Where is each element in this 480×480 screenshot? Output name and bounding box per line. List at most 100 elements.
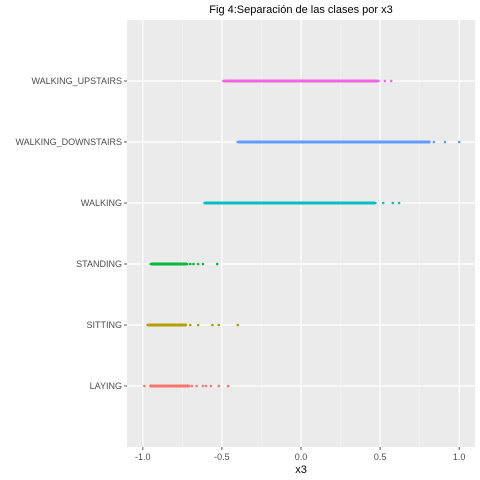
point-standing — [166, 262, 170, 266]
point-walking-downstairs — [426, 140, 429, 144]
x-tick-label: -0.5 — [214, 452, 230, 462]
point-standing — [149, 262, 153, 266]
point-sitting — [176, 323, 179, 327]
point-laying — [226, 384, 230, 388]
x-axis-title: x3 — [295, 464, 307, 476]
point-sitting — [217, 323, 221, 327]
point-sitting — [211, 323, 214, 327]
point-walking-upstairs — [377, 79, 380, 83]
point-sitting — [146, 323, 149, 327]
point-walking-downstairs — [268, 140, 271, 144]
point-walking-upstairs — [347, 79, 350, 83]
point-walking — [283, 201, 287, 205]
point-laying — [209, 384, 213, 388]
point-sitting — [188, 323, 192, 327]
x-tick-label: 0.5 — [374, 452, 387, 462]
x-axis: -1.0 -0.5 0.0 0.5 1.0 — [135, 447, 465, 462]
point-standing — [196, 262, 200, 266]
point-walking — [252, 201, 255, 205]
point-laying — [217, 384, 221, 388]
chart-title: Fig 4:Separación de las clases por x3 — [209, 4, 392, 16]
point-walking — [397, 201, 401, 205]
point-laying — [160, 384, 164, 388]
y-tick-label: WALKING — [81, 198, 122, 208]
point-walking-downstairs — [283, 140, 287, 144]
point-standing — [188, 262, 192, 266]
point-laying — [179, 384, 183, 388]
point-sitting — [160, 323, 164, 327]
point-walking — [220, 201, 224, 205]
point-walking — [381, 201, 385, 205]
y-tick-label: STANDING — [76, 259, 122, 269]
point-laying — [201, 384, 205, 388]
point-walking-upstairs — [222, 79, 225, 83]
point-walking — [299, 201, 303, 205]
point-laying — [154, 384, 157, 388]
x-tick-label: -1.0 — [135, 452, 151, 462]
y-tick-label: WALKING_DOWNSTAIRS — [15, 137, 122, 147]
point-walking-downstairs — [347, 140, 350, 144]
point-walking-upstairs — [299, 79, 303, 83]
x-tick-label: 1.0 — [453, 452, 466, 462]
point-walking-downstairs — [362, 140, 366, 144]
point-standing — [185, 262, 189, 266]
point-walking-downstairs — [410, 140, 414, 144]
point-walking-downstairs — [432, 140, 436, 144]
point-walking-upstairs — [230, 79, 233, 83]
point-walking — [374, 201, 377, 205]
point-walking — [331, 201, 334, 205]
point-walking-upstairs — [389, 79, 393, 83]
point-laying — [185, 384, 189, 388]
point-standing — [160, 262, 164, 266]
point-laying — [149, 384, 153, 388]
point-walking-upstairs — [252, 79, 255, 83]
point-standing — [201, 262, 205, 266]
point-laying — [204, 384, 208, 388]
point-standing — [173, 262, 176, 266]
grid-layer — [127, 20, 475, 447]
points-layer — [143, 79, 461, 388]
point-sitting — [182, 323, 186, 327]
point-walking-downstairs — [443, 140, 447, 144]
point-walking-downstairs — [236, 140, 240, 144]
point-walking-upstairs — [383, 79, 387, 83]
point-walking-upstairs — [331, 79, 334, 83]
point-walking-upstairs — [283, 79, 287, 83]
point-walking-downstairs — [299, 140, 303, 144]
point-walking — [391, 201, 395, 205]
point-walking-downstairs — [331, 140, 334, 144]
point-standing — [192, 262, 195, 266]
point-laying — [190, 384, 194, 388]
point-sitting — [165, 323, 168, 327]
point-walking — [362, 201, 366, 205]
point-sitting — [155, 323, 159, 327]
point-walking — [315, 201, 319, 205]
point-sitting — [196, 323, 200, 327]
point-walking-upstairs — [315, 79, 319, 83]
point-sitting — [151, 323, 154, 327]
point-walking — [268, 201, 271, 205]
point-walking-downstairs — [315, 140, 319, 144]
point-sitting — [236, 323, 240, 327]
x-tick-label: 0.0 — [295, 452, 308, 462]
point-walking-upstairs — [268, 79, 271, 83]
point-standing — [154, 262, 157, 266]
point-laying — [166, 384, 170, 388]
point-sitting — [169, 323, 173, 327]
point-standing — [215, 262, 219, 266]
point-walking-downstairs — [378, 140, 382, 144]
point-standing — [179, 262, 183, 266]
point-laying — [195, 384, 198, 388]
point-walking-downstairs — [457, 140, 461, 144]
point-laying — [173, 384, 176, 388]
y-tick-label: WALKING_UPSTAIRS — [31, 76, 122, 86]
y-axis: LAYING SITTING STANDING WALKING WALKING_DOWN… — [15, 76, 127, 391]
y-tick-label: SITTING — [87, 320, 123, 330]
point-walking — [347, 201, 350, 205]
y-tick-label: LAYING — [90, 381, 122, 391]
point-walking — [236, 201, 240, 205]
point-walking — [203, 201, 206, 205]
point-walking-downstairs — [394, 140, 398, 144]
point-walking-upstairs — [236, 79, 240, 83]
